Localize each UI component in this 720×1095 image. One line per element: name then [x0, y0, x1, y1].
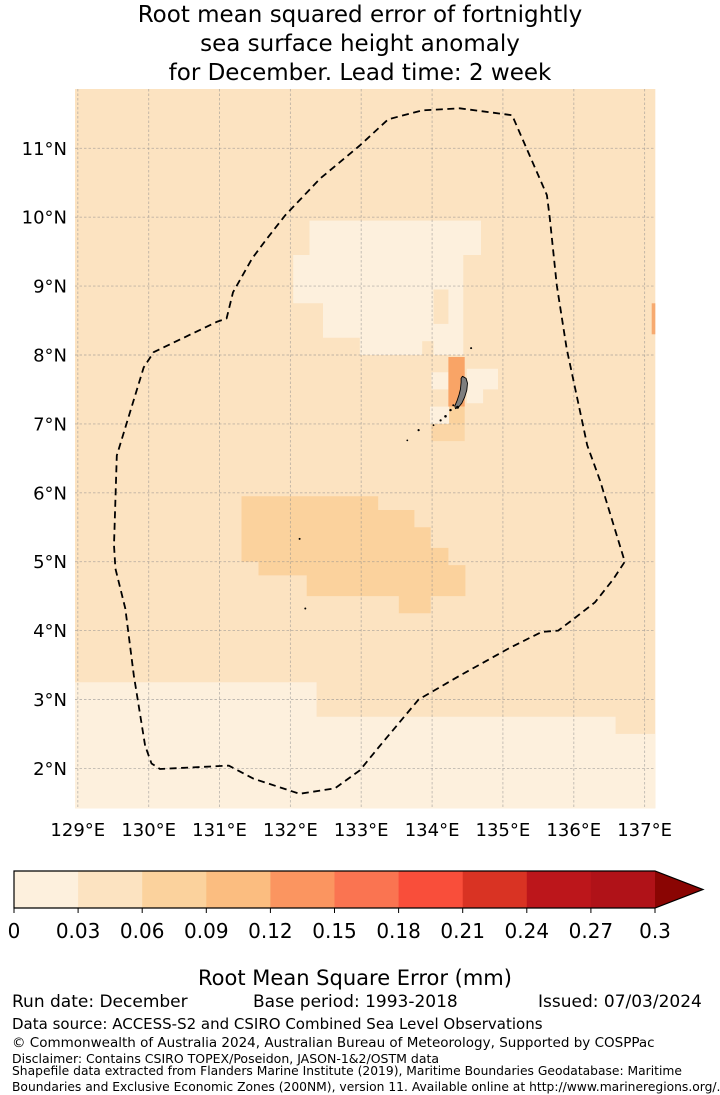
- x-tick-label: 134°E: [405, 820, 460, 841]
- colorbar-segment-4: [270, 871, 335, 908]
- map-plot: 129°E 130°E 131°E 132°E 133°E 134°E 135°E 136°E…: [8, 89, 705, 990]
- islet-dot: [444, 415, 447, 418]
- rmse-region-island-west-pale: [431, 372, 449, 390]
- title-line-3: for December. Lead time: 2 week: [168, 60, 552, 86]
- x-tick-label: 130°E: [121, 820, 176, 841]
- y-tick-label: 7°N: [33, 414, 67, 435]
- data-source-label: Data source: ACCESS-S2 and CSIRO Combine…: [12, 1015, 543, 1033]
- title-line-2: sea surface height anomaly: [200, 31, 520, 57]
- shapefile-attribution-line-2: Boundaries and Exclusive Economic Zones …: [12, 1080, 720, 1094]
- islet-dot: [432, 424, 435, 427]
- rmse-region-north-notch-a: [433, 289, 449, 324]
- islet-dot: [417, 429, 420, 432]
- rmse-region-south-low-rmse: [75, 682, 656, 809]
- x-tick-label: 137°E: [617, 820, 672, 841]
- colorbar-tick-label: 0.18: [376, 919, 421, 943]
- issued-label: Issued: 07/03/2024: [538, 992, 702, 1012]
- rmse-region-island-south-light-orange: [449, 406, 465, 424]
- run-date-label: Run date: December: [12, 992, 188, 1012]
- colorbar-segment-1: [78, 871, 143, 908]
- copyright-label: © Commonwealth of Australia 2024, Austra…: [12, 1035, 655, 1051]
- colorbar-segment-7: [462, 871, 528, 908]
- islet-dot: [452, 404, 455, 407]
- y-tick-label: 3°N: [33, 690, 67, 711]
- rmse-region-north-notch-b: [422, 341, 434, 355]
- rmse-region-island-east-pale: [466, 368, 498, 404]
- colorbar-segment-2: [142, 871, 207, 908]
- y-tick-label: 11°N: [22, 139, 67, 160]
- x-tick-label: 133°E: [334, 820, 389, 841]
- islet-dot: [406, 439, 409, 442]
- grid-layer: [75, 89, 656, 809]
- colorbar-segment-8: [526, 871, 592, 908]
- base-period-label: Base period: 1993-2018: [253, 992, 458, 1012]
- colorbar-tick-label: 0: [8, 919, 21, 943]
- palau-island: [454, 375, 468, 410]
- y-tick-label: 5°N: [33, 552, 67, 573]
- colorbar-segment-5: [334, 871, 400, 908]
- rmse-region-island-far-south-light-orange: [431, 423, 465, 442]
- x-tick-label: 131°E: [192, 820, 247, 841]
- islet-dot: [298, 537, 301, 540]
- colorbar-tick-label: 0.3: [639, 919, 671, 943]
- disclaimer-label: Disclaimer: Contains CSIRO TOPEX/Poseido…: [12, 1051, 440, 1066]
- x-tick-label: 135°E: [476, 820, 531, 841]
- y-tick-label: 9°N: [33, 277, 67, 298]
- colorbar-tick-label: 0.09: [184, 919, 229, 943]
- rmse-region-island-south-pale: [430, 406, 450, 424]
- colorbar-segment-3: [206, 871, 271, 908]
- x-tick-label: 132°E: [263, 820, 318, 841]
- colorbar-label: Root Mean Square Error (mm): [198, 966, 512, 990]
- colorbar-tick-label: 0.06: [120, 919, 165, 943]
- chart-title: Root mean squared error of fortnightly s…: [0, 1, 720, 88]
- colorbar-segment-0: [14, 871, 79, 908]
- x-tick-label: 129°E: [50, 820, 105, 841]
- y-tick-label: 6°N: [33, 483, 67, 504]
- colorbar-tick-label: 0.24: [505, 919, 550, 943]
- y-tick-label: 4°N: [33, 621, 67, 642]
- colorbar-outline: [13, 870, 705, 909]
- colorbar-tick-label: 0.15: [312, 919, 357, 943]
- title-line-1: Root mean squared error of fortnightly: [137, 2, 583, 28]
- y-tick-label: 8°N: [33, 346, 67, 367]
- islet-dot: [304, 607, 307, 610]
- shapefile-attribution-line-1: Shapefile data extracted from Flanders M…: [12, 1064, 682, 1078]
- rmse-region-east-edge-orange: [651, 303, 656, 335]
- islet-dot: [439, 419, 442, 422]
- y-tick-label: 2°N: [33, 759, 67, 780]
- y-tick-label: 10°N: [22, 208, 67, 229]
- islet-dot: [449, 408, 452, 412]
- colorbar-tick-label: 0.03: [56, 919, 101, 943]
- colorbar-tick-label: 0.27: [569, 919, 614, 943]
- islet-dot: [470, 347, 473, 350]
- colorbar-tick-label: 0.21: [440, 919, 485, 943]
- colorbar-tick-label: 0.12: [248, 919, 293, 943]
- colorbar: 0 0.03 0.06 0.09 0.12 0.15 0.18 0.21 0.24 0.27 0.3…: [8, 870, 705, 990]
- x-tick-label: 136°E: [546, 820, 601, 841]
- rmse-region-central-orange: [241, 496, 466, 614]
- islet-dot: [456, 405, 460, 409]
- eez-boundary-line: [113, 107, 626, 795]
- colorbar-segment-9: [590, 871, 656, 908]
- colorbar-segment-6: [398, 871, 464, 908]
- colorbar-extend-arrow: [655, 871, 703, 908]
